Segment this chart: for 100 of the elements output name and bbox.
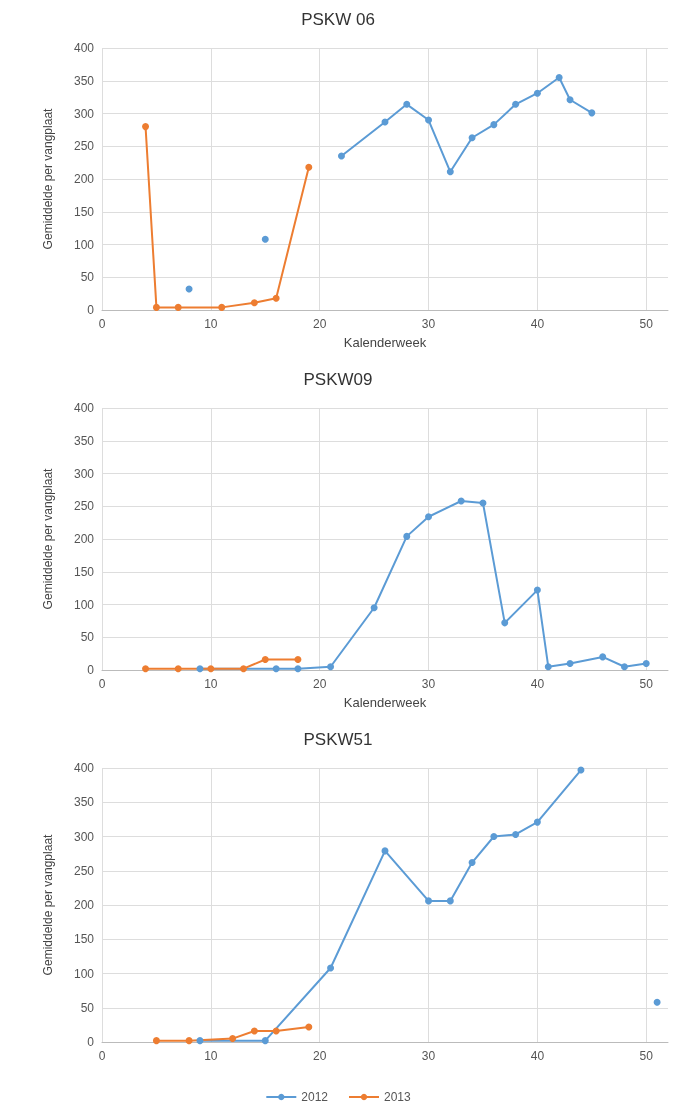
chart-title: PSKW 06 <box>301 10 375 29</box>
point <box>305 1023 313 1031</box>
point <box>512 100 520 108</box>
y-tick-label: 100 <box>73 597 95 612</box>
x-tick-label: 40 <box>530 1049 545 1063</box>
y-tick-label: 200 <box>73 898 95 912</box>
point <box>512 830 520 838</box>
x-tick-label: 10 <box>204 677 218 691</box>
point <box>261 656 269 664</box>
y-tick-label: 100 <box>73 966 95 981</box>
point <box>370 604 378 612</box>
point <box>152 1037 160 1045</box>
point <box>305 163 313 171</box>
y-tick-label: 50 <box>80 630 95 645</box>
y-tick-label: 300 <box>73 106 95 121</box>
point <box>218 303 226 311</box>
y-tick-label: 50 <box>80 1000 95 1015</box>
point <box>272 665 280 673</box>
point <box>642 659 650 667</box>
y-tick-label: 100 <box>73 237 95 252</box>
y-tick-label: 250 <box>73 139 95 154</box>
x-tick-label: 50 <box>639 677 654 691</box>
y-axis-title: Gemiddelde per vangplaat <box>41 467 55 610</box>
x-tick-label: 30 <box>421 317 436 331</box>
point <box>620 663 628 671</box>
y-tick-label: 300 <box>73 829 95 844</box>
point <box>272 294 280 302</box>
x-tick-label: 0 <box>98 317 106 331</box>
y-tick-label: 0 <box>87 303 95 317</box>
point <box>566 659 574 667</box>
point <box>403 532 411 540</box>
x-tick-label: 10 <box>204 1049 218 1063</box>
x-tick-label: 30 <box>421 677 436 691</box>
point <box>501 619 509 627</box>
x-tick-label: 40 <box>530 677 545 691</box>
point <box>261 1037 269 1045</box>
x-tick-label: 20 <box>313 1049 327 1063</box>
y-tick-label: 50 <box>80 270 95 285</box>
point <box>599 653 607 661</box>
point <box>250 299 258 307</box>
y-axis-title: Gemiddelde per vangplaat <box>41 833 55 976</box>
point <box>229 1035 237 1043</box>
y-axis-title: Gemiddelde per vangplaat <box>41 107 55 250</box>
point <box>327 964 335 972</box>
point <box>250 1027 258 1035</box>
x-tick-label: 0 <box>98 677 106 691</box>
point <box>653 998 661 1006</box>
y-tick-label: 350 <box>73 795 95 810</box>
point <box>174 665 182 673</box>
x-axis-title: Kalenderweek <box>343 695 427 710</box>
point <box>152 303 160 311</box>
point <box>490 833 498 840</box>
chart-title: PSKW51 <box>303 730 373 749</box>
y-tick-label: 400 <box>73 761 95 775</box>
point <box>566 96 574 104</box>
y-tick-label: 400 <box>73 401 95 415</box>
point <box>533 818 541 826</box>
y-tick-label: 400 <box>73 41 95 55</box>
point <box>196 665 204 673</box>
point <box>490 121 498 129</box>
x-axis-title: Kalenderweek <box>343 335 427 350</box>
point <box>425 897 433 905</box>
y-tick-label: 300 <box>73 466 95 481</box>
point <box>261 235 269 243</box>
y-tick-label: 350 <box>73 73 95 88</box>
x-tick-label: 20 <box>313 677 327 691</box>
point <box>337 152 345 160</box>
x-tick-label: 30 <box>421 1049 436 1063</box>
x-tick-label: 0 <box>98 1049 106 1063</box>
x-tick-label: 50 <box>639 1049 654 1063</box>
point <box>555 73 563 81</box>
x-tick-label: 20 <box>313 317 327 331</box>
point <box>142 123 150 131</box>
point <box>327 663 335 671</box>
point <box>425 116 433 124</box>
point <box>533 89 541 97</box>
y-tick-label: 200 <box>73 532 95 546</box>
legend-label: 2013 <box>384 1090 412 1104</box>
y-tick-label: 0 <box>87 1035 95 1049</box>
chart-title: PSKW09 <box>303 370 373 389</box>
point <box>240 665 247 673</box>
point <box>403 100 411 108</box>
point <box>446 897 454 905</box>
point <box>142 665 150 673</box>
point <box>588 109 596 117</box>
y-tick-label: 150 <box>73 564 95 579</box>
x-tick-label: 40 <box>530 317 545 331</box>
y-tick-label: 200 <box>73 172 95 186</box>
point <box>533 586 541 594</box>
y-tick-label: 150 <box>73 204 95 219</box>
point <box>425 513 433 521</box>
point <box>468 134 476 142</box>
x-tick-label: 10 <box>204 317 218 331</box>
point <box>544 663 552 671</box>
x-tick-label: 50 <box>639 317 654 331</box>
y-tick-label: 250 <box>73 863 95 878</box>
point <box>196 1037 204 1045</box>
point <box>185 1037 193 1045</box>
point <box>468 859 476 867</box>
y-tick-label: 250 <box>73 499 95 514</box>
